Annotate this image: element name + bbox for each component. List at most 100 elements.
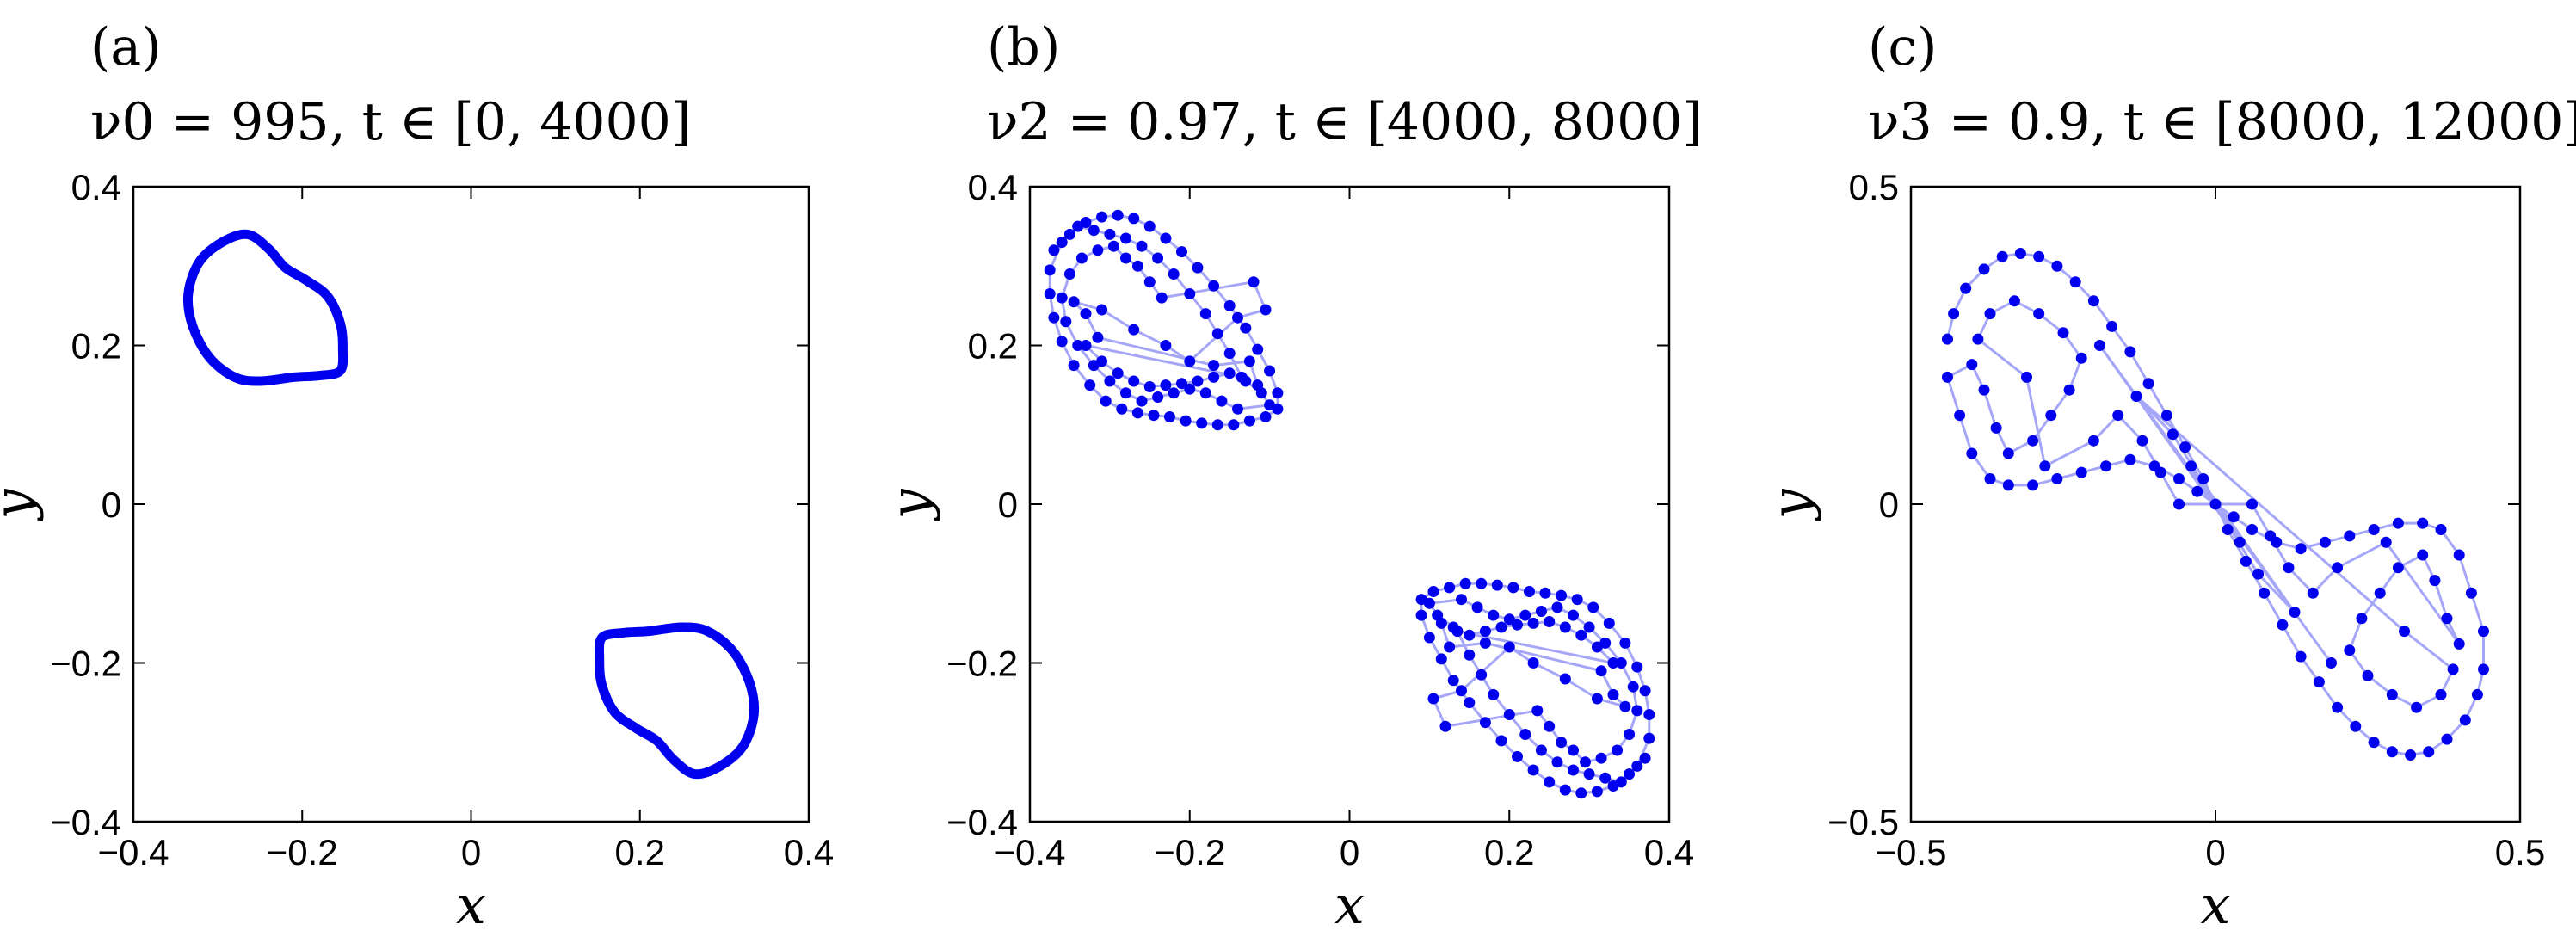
data-point bbox=[2166, 428, 2179, 441]
data-point bbox=[1180, 415, 1192, 427]
data-point bbox=[1184, 383, 1196, 395]
data-point bbox=[1544, 776, 1556, 788]
data-point bbox=[1559, 784, 1571, 796]
data-point bbox=[2441, 733, 2453, 745]
data-point bbox=[2380, 536, 2392, 548]
data-point bbox=[2057, 327, 2069, 339]
data-point bbox=[1116, 403, 1128, 415]
data-point bbox=[2478, 626, 2489, 638]
data-point bbox=[1984, 473, 1996, 484]
data-point bbox=[1444, 582, 1456, 594]
data-point bbox=[2453, 638, 2465, 650]
data-point bbox=[1088, 360, 1100, 372]
data-point bbox=[2027, 435, 2039, 447]
data-point bbox=[2283, 562, 2295, 574]
data-point bbox=[2197, 473, 2209, 484]
data-point bbox=[1208, 280, 1220, 292]
x-tick-label: −0.2 bbox=[267, 832, 338, 872]
data-point bbox=[1199, 387, 1211, 399]
data-point bbox=[1996, 250, 2008, 262]
orbit-trail bbox=[1945, 251, 2485, 757]
data-point bbox=[2326, 657, 2337, 669]
data-point bbox=[1444, 641, 1456, 653]
orbit-trail bbox=[1048, 213, 1279, 427]
x-tick-label: 0.4 bbox=[784, 832, 834, 872]
data-point bbox=[1056, 237, 1068, 249]
data-point bbox=[1160, 340, 1172, 351]
data-point bbox=[2240, 555, 2252, 567]
y-tick-label: −0.2 bbox=[946, 644, 1018, 684]
data-point bbox=[2319, 536, 2331, 548]
data-point bbox=[2392, 562, 2404, 574]
data-point bbox=[1559, 673, 1571, 685]
data-point bbox=[1447, 675, 1459, 687]
data-point bbox=[1595, 665, 1607, 677]
panel-title: ν0 = 995, t ∈ [0, 4000] bbox=[90, 92, 691, 152]
data-point bbox=[1044, 264, 1056, 276]
data-point bbox=[1148, 410, 1160, 422]
x-axis-label: x bbox=[456, 873, 486, 936]
data-point bbox=[1960, 282, 1972, 294]
data-point bbox=[2106, 320, 2118, 332]
data-point bbox=[1128, 375, 1140, 387]
data-point bbox=[1223, 348, 1236, 360]
data-point bbox=[1096, 304, 1108, 316]
data-point bbox=[2478, 663, 2489, 675]
data-point bbox=[1603, 617, 1615, 629]
data-point bbox=[2289, 607, 2301, 618]
data-point bbox=[2002, 447, 2014, 459]
data-point bbox=[2051, 260, 2063, 272]
data-point bbox=[2033, 308, 2045, 320]
data-point bbox=[1056, 292, 1068, 304]
panel-b: −0.4 −0.2 0 0.2 0.4 −0.4 −0.2 0 0.2 0.4 x y (b) ν2 = … bbox=[878, 17, 1703, 936]
data-point bbox=[1459, 577, 1471, 589]
y-tick-label: 0.4 bbox=[71, 167, 121, 207]
data-point bbox=[1136, 240, 1148, 252]
data-point bbox=[2087, 435, 2099, 447]
data-point bbox=[1631, 760, 1643, 772]
x-tick-label: 0.4 bbox=[1644, 832, 1694, 872]
y-axis-label: y bbox=[878, 489, 941, 522]
panel-title: ν3 = 0.9, t ∈ [8000, 12000] bbox=[1868, 92, 2576, 152]
data-point bbox=[2368, 737, 2380, 749]
data-point bbox=[1464, 697, 1476, 709]
data-point bbox=[1456, 594, 1467, 606]
data-point bbox=[1435, 653, 1447, 665]
data-point bbox=[1108, 240, 1119, 252]
data-point bbox=[2008, 295, 2020, 307]
data-point bbox=[2435, 688, 2447, 700]
data-point bbox=[2362, 669, 2374, 681]
data-point bbox=[1978, 384, 1990, 396]
x-axis-label: x bbox=[2201, 873, 2231, 936]
data-point bbox=[2045, 410, 2057, 422]
data-point bbox=[1591, 786, 1603, 798]
data-point bbox=[1243, 415, 1255, 427]
data-point bbox=[1544, 720, 1556, 732]
data-point bbox=[2417, 517, 2429, 529]
y-tick-label: −0.4 bbox=[50, 802, 121, 842]
data-point bbox=[1112, 367, 1124, 379]
data-point bbox=[2246, 524, 2258, 535]
data-point bbox=[1447, 621, 1459, 633]
data-point bbox=[1639, 685, 1651, 697]
data-point bbox=[1272, 387, 1284, 399]
data-point bbox=[1615, 776, 1627, 788]
data-point bbox=[1966, 447, 1978, 459]
data-point bbox=[1048, 311, 1060, 324]
data-point bbox=[1143, 276, 1156, 288]
data-point bbox=[1196, 417, 1208, 429]
x-tick-label: 0.5 bbox=[2495, 832, 2545, 872]
data-point bbox=[1479, 637, 1491, 649]
data-point bbox=[1491, 579, 1503, 591]
data-point bbox=[1223, 367, 1236, 379]
data-point bbox=[2429, 575, 2441, 587]
data-point bbox=[1168, 387, 1180, 399]
data-point bbox=[2368, 524, 2380, 535]
y-tick-label: 0.2 bbox=[968, 326, 1018, 367]
data-point bbox=[2154, 466, 2166, 478]
data-point bbox=[1136, 395, 1148, 407]
data-point bbox=[2435, 524, 2447, 535]
panel-label: (c) bbox=[1868, 17, 1937, 77]
data-point bbox=[2191, 485, 2203, 497]
y-tick-label: −0.2 bbox=[50, 644, 121, 684]
